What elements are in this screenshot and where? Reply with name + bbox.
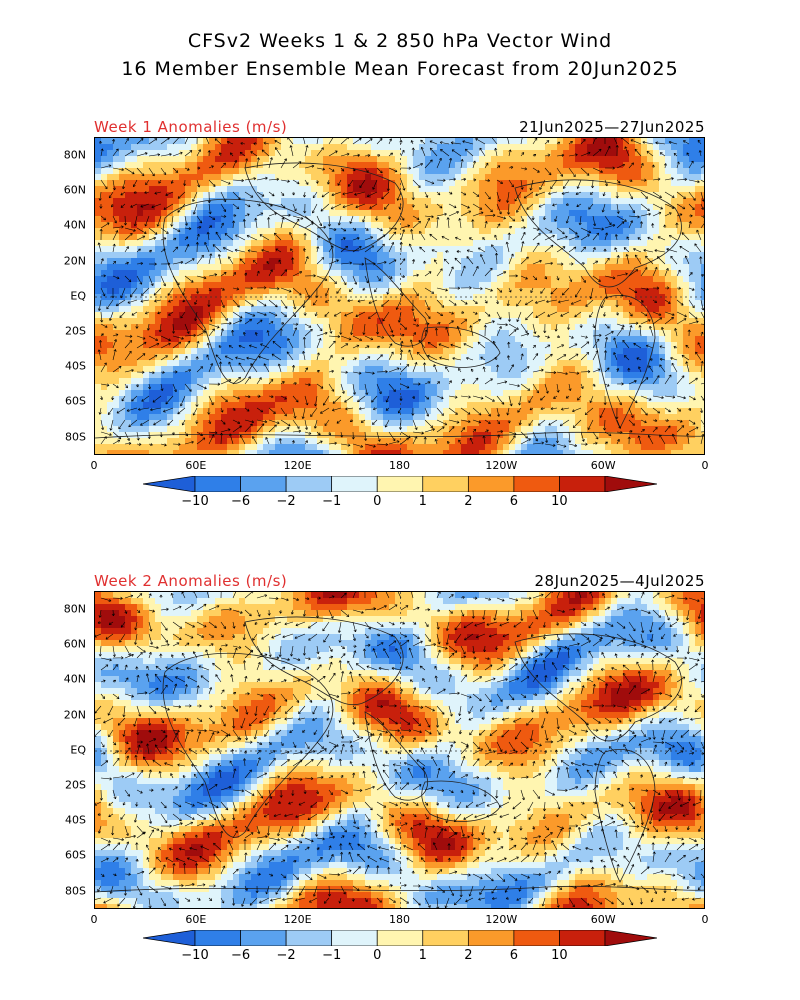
colorbar-tick-label: −2: [276, 494, 296, 509]
anomaly-field: [95, 138, 704, 454]
lat-tick-label: 40N: [63, 218, 86, 232]
colorbar-tick-label: −10: [181, 494, 209, 509]
panel-2-label: Week 2 Anomalies (m/s): [94, 572, 288, 590]
colorbar-segment: [559, 475, 606, 493]
colorbar-tick-label: −6: [230, 948, 251, 963]
colorbar-segment: [331, 475, 378, 493]
colorbar-high-triangle: [604, 929, 658, 947]
colorbar-segment: [422, 475, 469, 493]
colorbar-tick-label: 2: [464, 494, 473, 509]
lon-tick-label: 60E: [185, 459, 207, 472]
wind-vectors: [95, 592, 704, 908]
lat-tick-label: 20N: [63, 254, 86, 268]
lat-tick-label: 40N: [63, 672, 86, 686]
lon-tick-label: 60W: [590, 459, 616, 472]
panel-2-colorbar: [142, 929, 658, 947]
colorbar-tick-label: −1: [322, 494, 342, 509]
colorbar-low-triangle: [142, 475, 196, 493]
colorbar-tick-label: 0: [373, 948, 382, 963]
colorbar-segment: [240, 929, 287, 947]
colorbar-high-triangle: [604, 475, 658, 493]
lat-tick-label: 60S: [65, 848, 86, 862]
lat-tick-label: 80N: [63, 602, 86, 616]
panel-1-label: Week 1 Anomalies (m/s): [94, 118, 288, 136]
panel-1-colorbar: [142, 475, 658, 493]
panel-1-dates: 21Jun2025—27Jun2025: [519, 118, 705, 136]
lon-tick-label: 120E: [283, 459, 312, 472]
colorbar-segment: [285, 929, 333, 947]
lon-tick-label: 180: [389, 913, 410, 926]
lat-tick-label: 20S: [65, 778, 86, 792]
lon-tick-label: 120E: [283, 913, 312, 926]
lon-tick-label: 120W: [485, 913, 518, 926]
title-line-2: 16 Member Ensemble Mean Forecast from 20…: [121, 58, 679, 80]
colorbar-tick-label: 6: [509, 494, 519, 509]
colorbar-tick-label: 10: [551, 948, 568, 963]
colorbar-tick-label: −10: [181, 948, 209, 963]
colorbar-tick-label: 6: [509, 948, 519, 963]
coastlines: [95, 616, 704, 893]
lat-tick-label: 60N: [63, 637, 86, 651]
colorbar-segment: [513, 929, 560, 947]
colorbar-segment: [467, 929, 515, 947]
lat-tick-label: EQ: [70, 289, 86, 303]
panel-2-map: [94, 591, 705, 909]
lon-tick-label: 0: [90, 459, 98, 472]
lat-tick-label: 80N: [63, 148, 86, 162]
colorbar-segment: [513, 475, 560, 493]
colorbar-segment: [194, 929, 241, 947]
colorbar-tick-label: −1: [322, 948, 342, 963]
colorbar-tick-label: 1: [418, 948, 427, 963]
colorbar-segment: [331, 929, 378, 947]
lat-tick-label: EQ: [70, 743, 86, 757]
lon-tick-label: 120W: [485, 459, 518, 472]
panel-1-map: [94, 137, 705, 455]
colorbar-segment: [376, 929, 424, 947]
lon-tick-label: 180: [389, 459, 410, 472]
lon-tick-label: 60E: [185, 913, 207, 926]
colorbar-tick-label: 10: [551, 494, 568, 509]
colorbar-segment: [467, 475, 515, 493]
colorbar-low-triangle: [142, 929, 196, 947]
lon-tick-label: 0: [701, 459, 709, 472]
colorbar-tick-label: −2: [276, 948, 296, 963]
lon-tick-label: 60W: [590, 913, 616, 926]
title-line-1: CFSv2 Weeks 1 & 2 850 hPa Vector Wind: [187, 30, 613, 52]
wind-vectors: [97, 138, 704, 448]
lat-tick-label: 40S: [65, 359, 86, 373]
colorbar-tick-label: 0: [373, 494, 382, 509]
colorbar-segment: [285, 475, 333, 493]
colorbar-segment: [559, 929, 606, 947]
colorbar-tick-label: 2: [464, 948, 473, 963]
lat-tick-label: 60S: [65, 394, 86, 408]
lat-tick-label: 80S: [65, 430, 86, 444]
colorbar-segment: [240, 475, 287, 493]
lon-tick-label: 0: [701, 913, 709, 926]
anomaly-field: [95, 592, 704, 908]
colorbar-segment: [422, 929, 469, 947]
colorbar-segment: [194, 475, 241, 493]
colorbar-tick-label: 1: [418, 494, 427, 509]
lat-tick-label: 40S: [65, 813, 86, 827]
colorbar-segment: [376, 475, 424, 493]
lat-tick-label: 80S: [65, 884, 86, 898]
colorbar-tick-label: −6: [230, 494, 251, 509]
lat-tick-label: 20S: [65, 324, 86, 338]
lat-tick-label: 20N: [63, 708, 86, 722]
panel-2-dates: 28Jun2025—4Jul2025: [534, 572, 705, 590]
lon-tick-label: 0: [90, 913, 98, 926]
lat-tick-label: 60N: [63, 183, 86, 197]
